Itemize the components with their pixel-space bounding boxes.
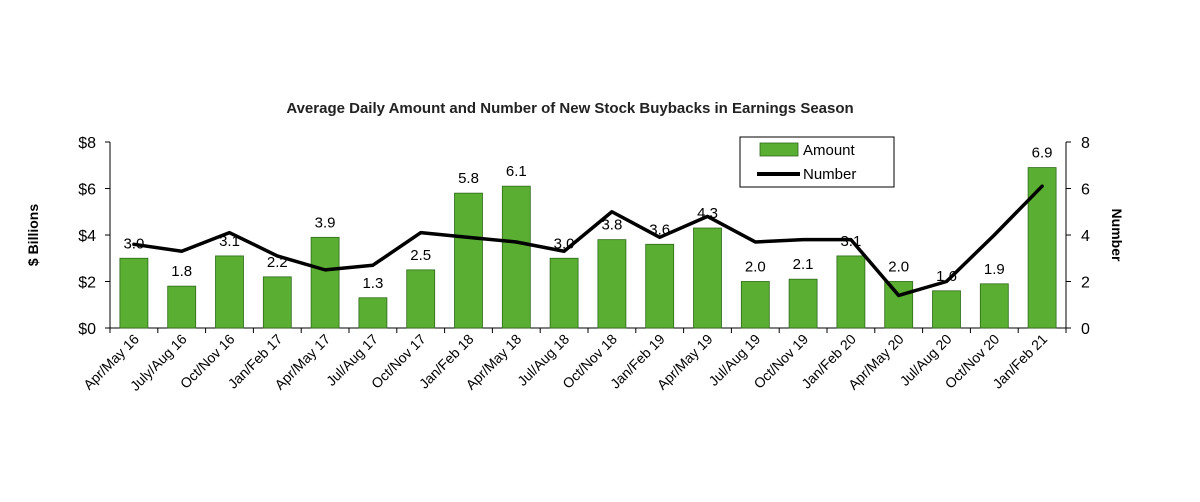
bar-data-label: 2.5 bbox=[410, 247, 431, 264]
bar-data-label: 5.8 bbox=[458, 170, 479, 187]
y-tick-label: $4 bbox=[78, 228, 96, 245]
bar-data-label: 3.6 bbox=[649, 221, 670, 238]
y-tick-label: $8 bbox=[78, 135, 96, 152]
bar bbox=[979, 283, 1009, 329]
bar bbox=[215, 255, 244, 329]
bar bbox=[119, 257, 149, 329]
bar bbox=[167, 285, 197, 329]
bar-data-label: 2.0 bbox=[888, 259, 909, 276]
bar-data-label: 6.1 bbox=[506, 163, 527, 180]
y2-tick-label: 4 bbox=[1081, 228, 1090, 245]
y-axis-label: $ Billions bbox=[25, 204, 41, 266]
bar-data-label: 3.0 bbox=[123, 235, 144, 252]
y-tick-label: $6 bbox=[78, 182, 96, 199]
bar-data-label: 2.0 bbox=[745, 259, 766, 276]
y2-tick-label: 6 bbox=[1081, 182, 1090, 199]
bar bbox=[884, 281, 914, 329]
chart-title: Average Daily Amount and Number of New S… bbox=[286, 100, 853, 117]
bar-data-label: 2.2 bbox=[267, 254, 288, 271]
bar bbox=[358, 297, 388, 329]
bar bbox=[932, 290, 961, 329]
y-tick-label: $0 bbox=[78, 321, 96, 338]
bar-data-label: 4.3 bbox=[697, 205, 718, 222]
y-tick-label: $2 bbox=[78, 275, 96, 292]
legend-label-number: Number bbox=[803, 166, 856, 183]
bar bbox=[836, 255, 866, 329]
bar bbox=[549, 257, 579, 329]
bar bbox=[597, 239, 627, 329]
y2-axis-label: Number bbox=[1109, 209, 1125, 262]
bar-data-label: 3.1 bbox=[840, 233, 861, 250]
bar-data-label: 1.8 bbox=[171, 263, 192, 280]
bar-data-label: 3.0 bbox=[554, 235, 575, 252]
bar bbox=[310, 236, 340, 329]
legend: Amount Number bbox=[739, 136, 895, 188]
bar-data-label: 3.9 bbox=[315, 214, 336, 231]
bar-data-label: 1.3 bbox=[362, 275, 383, 292]
legend-swatch-amount bbox=[759, 142, 799, 157]
bar-data-label: 6.9 bbox=[1032, 145, 1053, 162]
bar bbox=[693, 227, 722, 329]
bar bbox=[501, 185, 531, 329]
y2-tick-label: 8 bbox=[1081, 135, 1090, 152]
bar-data-label: 2.1 bbox=[793, 256, 814, 273]
bar-data-label: 3.8 bbox=[601, 217, 622, 234]
bar-data-label: 1.9 bbox=[984, 261, 1005, 278]
y2-tick-label: 0 bbox=[1081, 321, 1090, 338]
bar bbox=[454, 192, 483, 329]
y2-tick-label: 2 bbox=[1081, 275, 1090, 292]
number-line bbox=[132, 184, 1044, 298]
bar-data-label: 3.1 bbox=[219, 233, 240, 250]
bar bbox=[645, 243, 675, 329]
bar bbox=[406, 269, 436, 329]
bar bbox=[788, 278, 818, 329]
bar bbox=[1027, 167, 1057, 329]
bar bbox=[740, 281, 770, 329]
bar bbox=[262, 276, 292, 329]
legend-label-amount: Amount bbox=[803, 142, 856, 159]
bar-data-label: 1.6 bbox=[936, 268, 957, 285]
